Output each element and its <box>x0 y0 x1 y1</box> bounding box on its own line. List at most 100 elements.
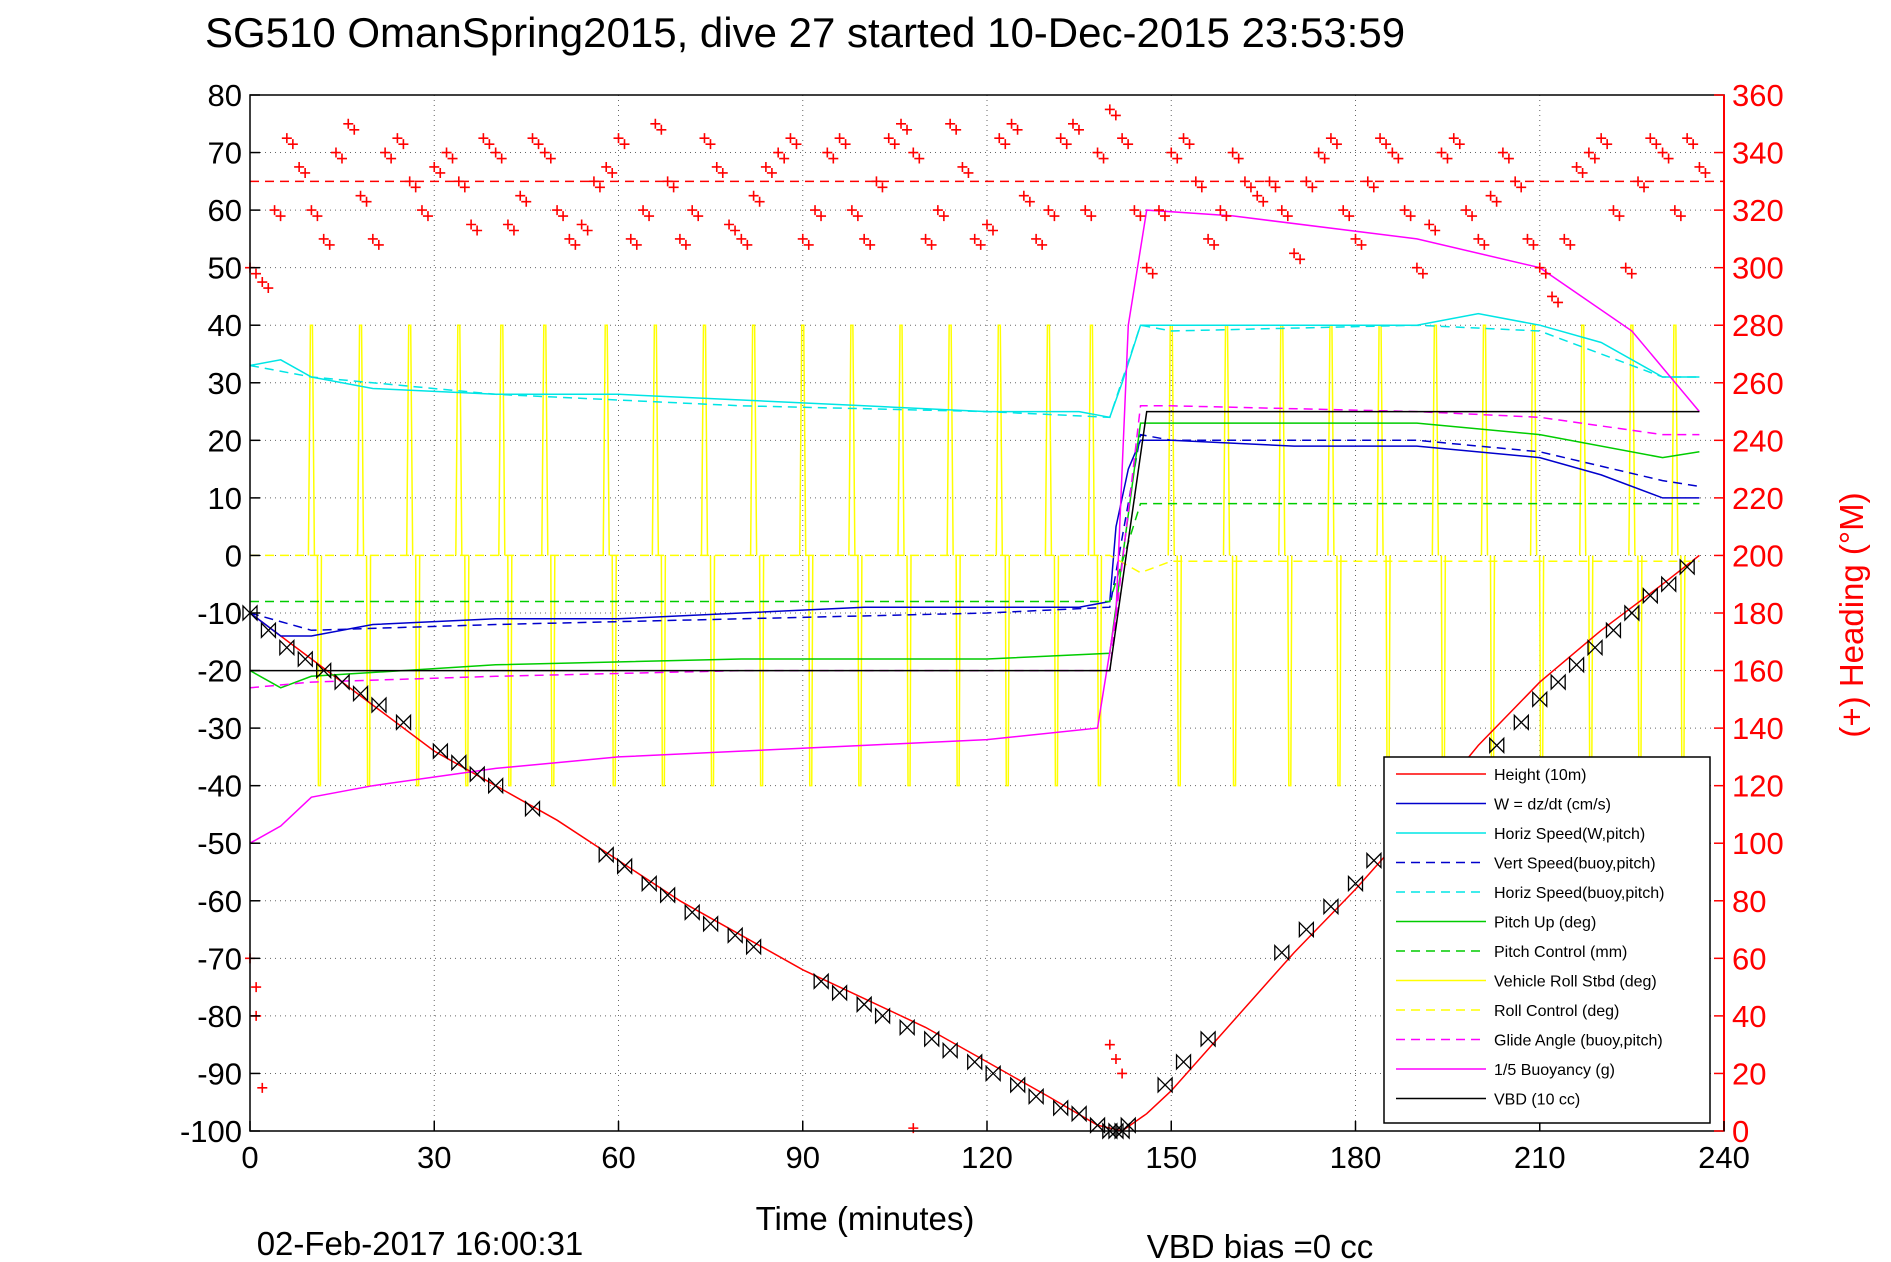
height-marker <box>395 713 412 731</box>
heading-marker <box>1282 211 1293 222</box>
heading-marker <box>269 205 280 216</box>
chart-title: SG510 OmanSpring2015, dive 27 started 10… <box>205 9 1405 56</box>
height-marker <box>1157 1076 1173 1094</box>
heading-marker <box>312 211 323 222</box>
heading-marker <box>1356 239 1367 250</box>
heading-marker <box>1153 205 1164 216</box>
legend-label: Pitch Control (mm) <box>1494 944 1627 961</box>
heading-marker <box>1258 196 1269 207</box>
heading-marker <box>1073 124 1084 135</box>
height-marker <box>1568 656 1585 674</box>
heading-marker <box>1448 133 1459 144</box>
heading-marker <box>404 176 415 187</box>
heading-marker <box>1325 133 1336 144</box>
heading-marker <box>902 124 913 135</box>
heading-marker <box>1620 262 1631 273</box>
y-tick-label: 30 <box>208 366 242 401</box>
heading-marker <box>1700 167 1711 178</box>
heading-marker <box>361 196 372 207</box>
heading-marker <box>306 205 317 216</box>
heading-marker <box>644 211 655 222</box>
heading-marker <box>1147 268 1158 279</box>
right-axis: 3603403203002802602402202001801601401201… <box>1714 78 1784 1149</box>
heading-marker <box>1411 262 1422 273</box>
heading-marker <box>343 118 354 129</box>
height-marker <box>1071 1105 1087 1123</box>
heading-marker <box>625 233 636 244</box>
height-marker <box>1323 897 1339 916</box>
heading-marker <box>1589 153 1600 164</box>
height-marker <box>831 984 848 1002</box>
heading-marker <box>1037 239 1048 250</box>
heading-marker <box>1614 211 1625 222</box>
heading-marker <box>773 147 784 158</box>
heading-marker <box>447 153 458 164</box>
height-marker <box>1605 621 1622 639</box>
legend-label: Pitch Up (deg) <box>1494 915 1596 932</box>
heading-marker <box>1362 176 1373 187</box>
heading-marker <box>1203 233 1214 244</box>
heading-marker <box>582 225 593 236</box>
heading-marker <box>1117 1068 1128 1079</box>
height-marker <box>1108 1122 1124 1140</box>
height-marker <box>1366 851 1382 870</box>
heading-marker <box>251 982 262 993</box>
heading-marker <box>367 233 378 244</box>
heading-marker <box>1104 104 1115 115</box>
heading-marker <box>742 239 753 250</box>
height-marker <box>334 673 350 691</box>
heading-marker <box>920 233 931 244</box>
heading-marker <box>988 225 998 236</box>
height-marker <box>1102 1122 1118 1140</box>
y2-tick-label: 0 <box>1732 1114 1749 1149</box>
y-tick-label: -40 <box>197 769 242 804</box>
y-tick-label: -70 <box>197 941 242 976</box>
y-tick-label: 80 <box>208 78 242 113</box>
y-tick-label: 10 <box>208 481 242 516</box>
heading-marker <box>1307 182 1318 193</box>
x-tick-label: 240 <box>1698 1140 1750 1175</box>
legend-box <box>1383 756 1711 1124</box>
heading-marker <box>1467 211 1478 222</box>
legend-label: Horiz Speed(buoy,pitch) <box>1494 885 1664 902</box>
x-tick-label: 180 <box>1330 1140 1382 1175</box>
heading-marker <box>1141 262 1152 273</box>
heading-marker <box>1172 153 1183 164</box>
heading-marker <box>1596 133 1607 144</box>
heading-marker <box>1461 205 1472 216</box>
heading-marker <box>945 118 956 129</box>
heading-marker <box>656 124 667 135</box>
right-axis-label: (+) Heading (°M) <box>1833 492 1870 737</box>
heading-marker <box>386 153 397 164</box>
heading-marker <box>1663 153 1674 164</box>
heading-marker <box>1583 147 1594 158</box>
heading-marker <box>1399 205 1410 216</box>
y-tick-label: -90 <box>197 1056 242 1091</box>
heading-marker <box>834 133 845 144</box>
heading-marker <box>908 147 919 158</box>
footer-timestamp: 02-Feb-2017 16:00:31 <box>257 1225 584 1262</box>
y-tick-label: 50 <box>208 251 242 286</box>
heading-marker <box>963 167 974 178</box>
height-marker <box>985 1064 1001 1083</box>
heading-marker <box>797 233 808 244</box>
heading-marker <box>1209 239 1220 250</box>
heading-marker <box>257 1082 268 1093</box>
heading-marker <box>601 161 612 172</box>
heading-marker <box>1227 147 1238 158</box>
heading-marker <box>1159 211 1170 222</box>
heading-marker <box>441 147 452 158</box>
height-marker <box>1513 713 1529 731</box>
heading-marker <box>693 211 704 222</box>
heading-marker <box>1645 133 1656 144</box>
heading-marker <box>730 225 741 236</box>
heading-marker <box>1313 147 1324 158</box>
heading-marker <box>1067 118 1078 129</box>
heading-marker <box>533 139 544 150</box>
heading-marker <box>1626 268 1637 279</box>
heading-marker <box>1368 182 1379 193</box>
heading-marker <box>300 167 311 178</box>
x-tick-label: 60 <box>601 1140 635 1175</box>
x-tick-label: 150 <box>1145 1140 1197 1175</box>
heading-marker <box>1540 268 1551 279</box>
